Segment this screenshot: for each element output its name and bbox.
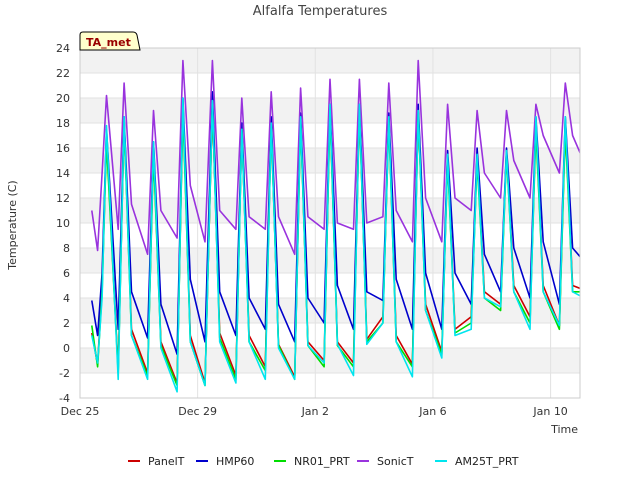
x-tick-label: Jan 6: [418, 405, 446, 418]
legend-item: HMP60: [196, 455, 254, 468]
series-layer: [91, 59, 580, 393]
y-tick-label: 0: [63, 342, 70, 355]
legend-label: AM25T_PRT: [455, 455, 519, 468]
grid-bands: [80, 48, 580, 373]
series-line-am25t-prt: [91, 97, 580, 393]
y-tick-label: 20: [56, 92, 70, 105]
y-tick-label: 24: [56, 42, 70, 55]
y-tick-label: 6: [63, 267, 70, 280]
y-tick-label: 14: [56, 167, 70, 180]
legend: PanelT HMP60 NR01_PRT SonicT AM25T_PRT: [128, 455, 519, 468]
grid-band: [80, 298, 580, 323]
badge-background: [79, 31, 141, 51]
legend-item: PanelT: [128, 455, 185, 468]
y-tick-label: 4: [63, 292, 70, 305]
y-tick-label: 22: [56, 67, 70, 80]
y-tick-label: 16: [56, 142, 70, 155]
grid-band: [80, 48, 580, 73]
grid-band: [80, 148, 580, 173]
chart-title: Alfalfa Temperatures: [253, 4, 388, 19]
x-tick-label: Jan 10: [532, 405, 567, 418]
grid-band: [80, 198, 580, 223]
grid-band: [80, 248, 580, 273]
grid-band: [80, 348, 580, 373]
y-tick-label: 12: [56, 192, 70, 205]
ta-met-badge: TA_met: [79, 31, 141, 51]
legend-item: SonicT: [357, 455, 414, 468]
badge-label: TA_met: [86, 36, 131, 49]
y-tick-label: 10: [56, 217, 70, 230]
y-tick-label: -2: [59, 367, 70, 380]
legend-label: SonicT: [377, 455, 414, 468]
x-axis-ticks: Dec 25 Dec 29 Jan 2 Jan 6 Jan 10: [61, 405, 568, 418]
plot-border: [79, 47, 581, 399]
y-tick-label: 18: [56, 117, 70, 130]
series-line-sonict: [91, 59, 580, 256]
y-tick-label: -4: [59, 392, 70, 405]
legend-label: HMP60: [216, 455, 254, 468]
x-tick-label: Dec 29: [178, 405, 217, 418]
x-axis-title: Time: [550, 423, 578, 436]
y-tick-label: 8: [63, 242, 70, 255]
legend-item: AM25T_PRT: [435, 455, 519, 468]
legend-item: NR01_PRT: [274, 455, 350, 468]
y-tick-label: 2: [63, 317, 70, 330]
x-tick-label: Dec 25: [61, 405, 100, 418]
legend-label: PanelT: [148, 455, 185, 468]
x-tick-label: Jan 2: [301, 405, 329, 418]
legend-label: NR01_PRT: [294, 455, 350, 468]
y-axis-title: Temperature (C): [6, 180, 19, 270]
